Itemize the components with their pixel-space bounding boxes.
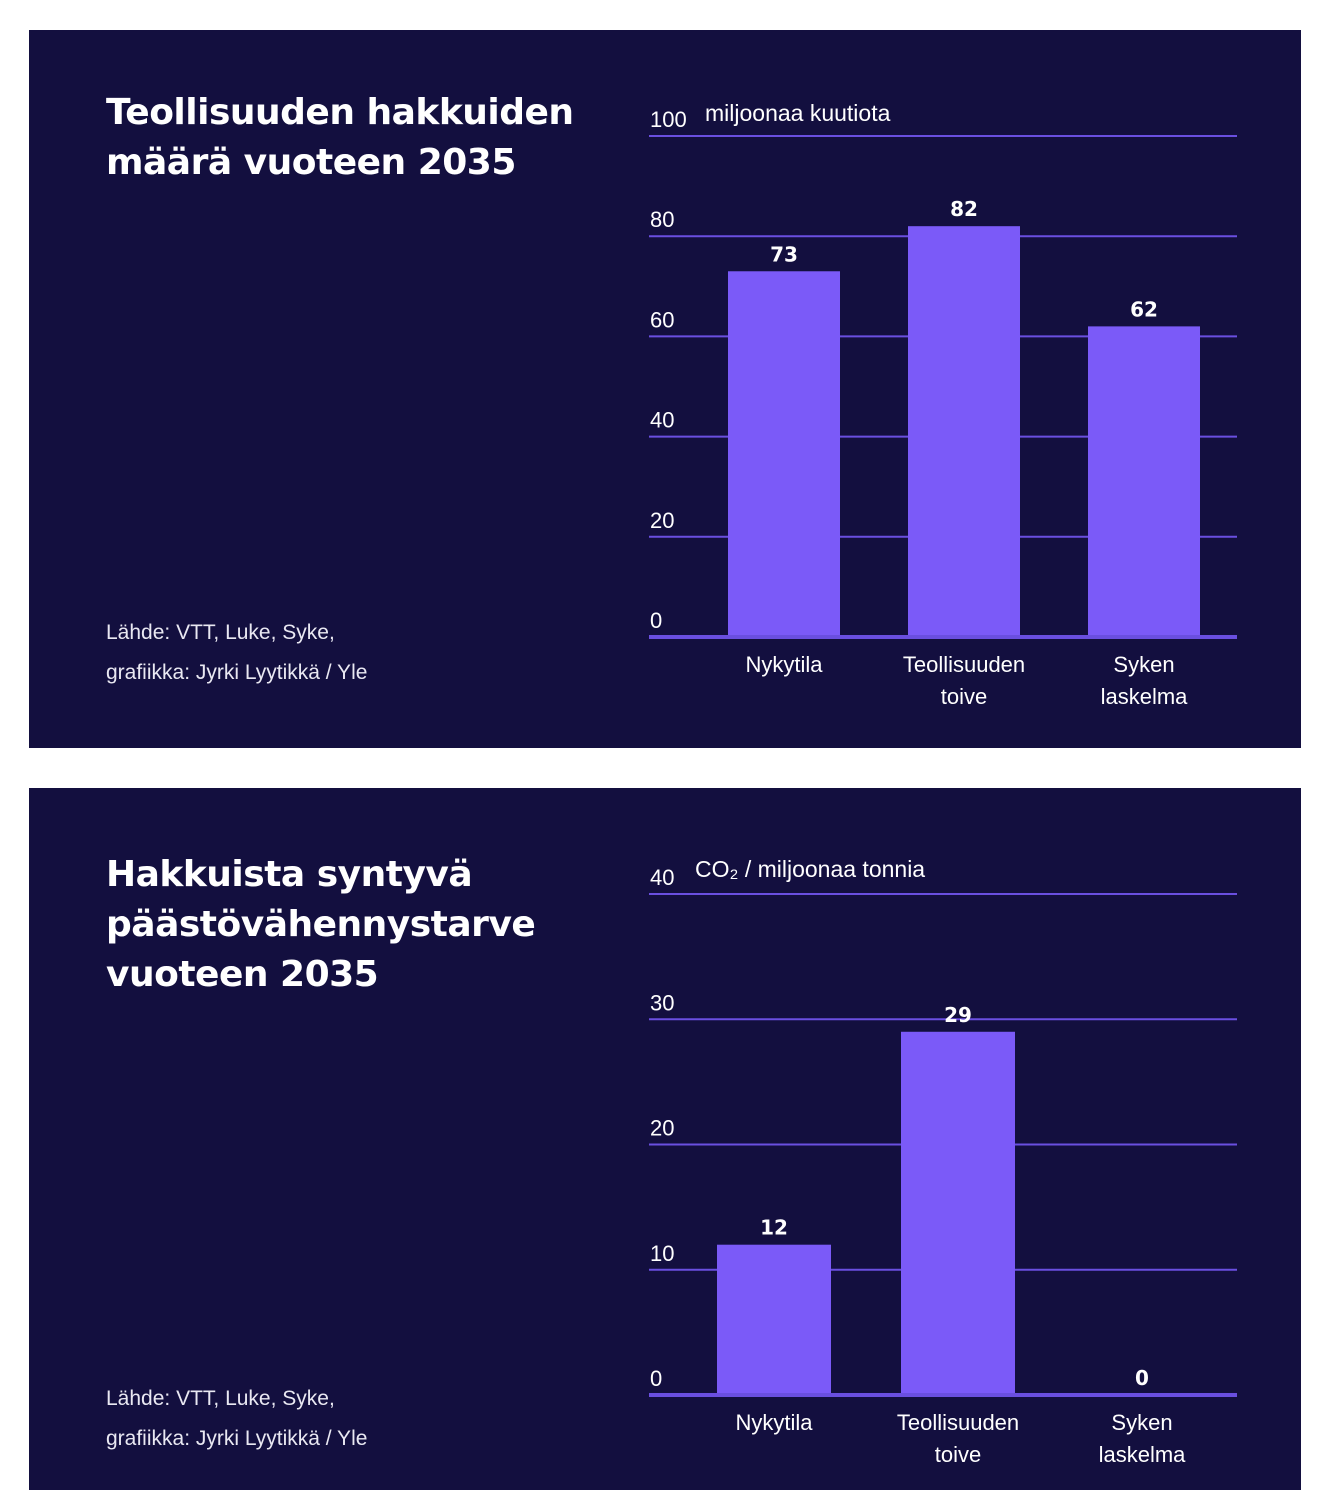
y-tick-label: 100	[650, 107, 687, 132]
bar	[717, 1244, 831, 1393]
x-category-label: toive	[941, 684, 987, 709]
bar	[728, 271, 840, 635]
y-tick-label: 0	[650, 608, 662, 633]
x-category-label: Teollisuuden	[903, 652, 1025, 677]
chart-panel-harvest-volume: Teollisuuden hakkuiden määrä vuoteen 203…	[29, 30, 1301, 748]
source-credit: Lähde: VTT, Luke, Syke, grafiikka: Jyrki…	[106, 613, 367, 693]
chart-panel-emission-reduction: Hakkuista syntyvä päästövähennystarve vu…	[29, 788, 1301, 1490]
bar-chart: 0 10 20 30 40 CO₂ / miljoonaa tonnia 12 Nykytil…	[649, 856, 1237, 1467]
source-credit: Lähde: VTT, Luke, Syke, grafiikka: Jyrki…	[106, 1379, 367, 1459]
chart-title: Teollisuuden hakkuiden määrä vuoteen 203…	[106, 92, 574, 183]
chart-title: Hakkuista syntyvä päästövähennystarve vu…	[106, 854, 536, 995]
y-tick-label: 20	[650, 1116, 674, 1141]
x-category-label: Teollisuuden	[897, 1410, 1019, 1435]
y-tick-label: 40	[650, 408, 674, 433]
credit-line: grafiikka: Jyrki Lyytikkä / Yle	[106, 1427, 368, 1450]
bar-value-label: 62	[1130, 297, 1158, 321]
x-category-label: toive	[935, 1442, 981, 1467]
x-category-label: Syken	[1111, 1410, 1172, 1435]
bar	[901, 1031, 1015, 1393]
bar-value-label: 73	[770, 242, 798, 266]
y-tick-label: 0	[650, 1366, 662, 1391]
y-tick-label: 20	[650, 508, 674, 533]
bar-value-label: 0	[1135, 1366, 1149, 1390]
x-category-label: laskelma	[1099, 1442, 1187, 1467]
x-category-label: Nykytila	[735, 1410, 813, 1435]
bar-value-label: 82	[950, 197, 978, 221]
y-tick-label: 80	[650, 207, 674, 232]
bar-value-label: 12	[760, 1216, 788, 1240]
bar	[908, 226, 1020, 635]
y-tick-label: 40	[650, 865, 674, 890]
bar-chart: 0 20 40 60 80 100 miljoonaa kuutiota 73 Nykytila…	[649, 100, 1237, 709]
y-tick-label: 60	[650, 307, 674, 332]
y-tick-label: 30	[650, 990, 674, 1015]
y-axis-unit-label: CO₂ / miljoonaa tonnia	[695, 856, 925, 882]
y-tick-label: 10	[650, 1241, 674, 1266]
source-line: Lähde: VTT, Luke, Syke,	[106, 1387, 335, 1410]
credit-line: grafiikka: Jyrki Lyytikkä / Yle	[106, 661, 368, 684]
bar	[1088, 326, 1200, 635]
bar-value-label: 29	[944, 1003, 972, 1027]
source-line: Lähde: VTT, Luke, Syke,	[106, 621, 335, 644]
y-axis-unit-label: miljoonaa kuutiota	[705, 100, 891, 126]
x-category-label: Nykytila	[745, 652, 823, 677]
x-category-label: laskelma	[1101, 684, 1189, 709]
x-category-label: Syken	[1113, 652, 1174, 677]
